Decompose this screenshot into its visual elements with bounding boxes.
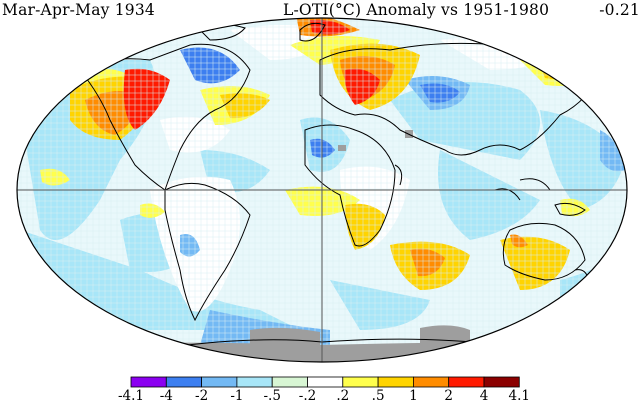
legend-label-10: 4 [479, 388, 489, 404]
legend-swatch-9 [448, 376, 485, 388]
map-border [16, 17, 628, 363]
legend-swatch-10 [483, 376, 520, 388]
legend-label-1: -4 [159, 388, 173, 404]
legend-swatch-5 [307, 376, 344, 388]
legend-swatch-1 [165, 376, 203, 388]
legend-swatch-0 [130, 376, 167, 388]
global-mean-value: -0.21 [599, 1, 640, 19]
legend-swatch-8 [412, 376, 450, 388]
legend-label-9: 2 [444, 388, 453, 404]
legend-label-4: -.5 [263, 388, 281, 404]
season-title: Mar-Apr-May 1934 [2, 1, 155, 19]
legend-label-7: .5 [371, 388, 385, 404]
legend-label-3: -1 [230, 388, 244, 404]
legend-label-8: 1 [409, 388, 418, 404]
legend-swatch-2 [201, 376, 238, 388]
legend-label-0: -4.1 [117, 388, 145, 404]
legend-swatch-6 [342, 376, 379, 388]
legend-label-5: -.2 [298, 388, 317, 404]
legend-label-2: -2 [195, 388, 209, 404]
legend-label-11: 4.1 [508, 388, 531, 404]
legend-label-6: .2 [336, 388, 350, 404]
legend-swatch-7 [377, 376, 414, 388]
coastlines [79, 22, 601, 351]
legend-swatch-4 [271, 376, 308, 388]
dataset-title: L-OTI(°C) Anomaly vs 1951-1980 [283, 1, 550, 19]
legend-swatch-3 [236, 376, 273, 388]
color-legend [130, 376, 520, 388]
anomaly-map [16, 17, 628, 363]
